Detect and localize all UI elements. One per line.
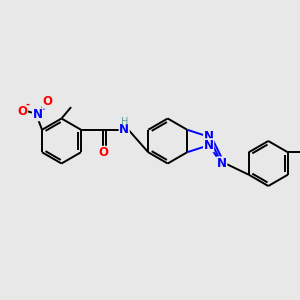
Text: H: H: [121, 117, 128, 127]
Text: O: O: [99, 146, 109, 159]
Text: N: N: [217, 157, 227, 170]
Text: N: N: [204, 139, 214, 152]
Text: O: O: [17, 105, 28, 118]
Text: N: N: [204, 130, 214, 143]
Text: O: O: [42, 95, 52, 108]
Text: N: N: [119, 123, 129, 136]
Text: +: +: [40, 103, 48, 112]
Text: -: -: [26, 100, 30, 110]
Text: N: N: [32, 108, 43, 121]
